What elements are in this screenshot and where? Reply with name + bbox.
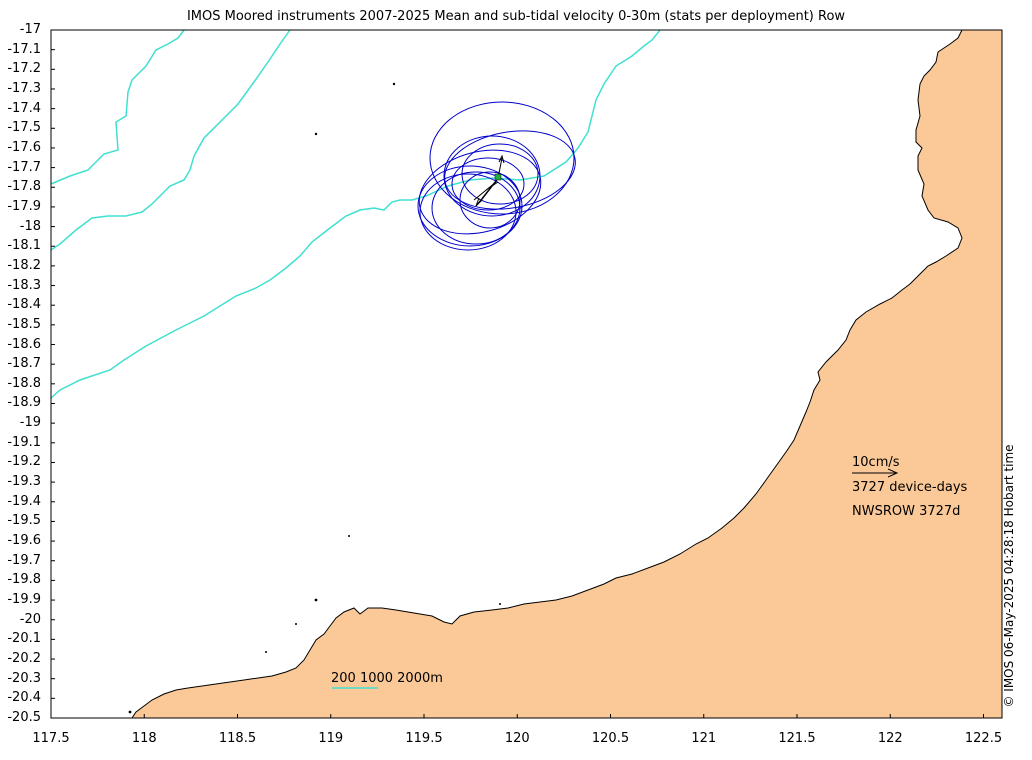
device-days-label: 3727 device-days xyxy=(852,480,968,495)
y-tick-label: -18.5 xyxy=(7,316,41,332)
y-tick-label: -20.1 xyxy=(7,631,41,647)
x-tick-label: 121 xyxy=(691,731,717,746)
y-tick-label: -19.4 xyxy=(7,493,41,509)
x-tick-label: 117.5 xyxy=(32,731,70,746)
y-tick-label: -19.7 xyxy=(7,552,41,568)
y-tick-label: -17.6 xyxy=(7,139,41,155)
y-tick-label: -20 xyxy=(19,611,41,627)
y-tick-label: -17.1 xyxy=(7,41,41,57)
y-tick-label: -18.9 xyxy=(7,395,41,411)
y-ticks xyxy=(51,29,55,719)
y-tick-label: -18.1 xyxy=(7,238,41,254)
isobath-1000m xyxy=(50,29,291,251)
mooring-marker xyxy=(494,173,502,181)
islands xyxy=(128,82,501,714)
ellipse xyxy=(444,130,576,210)
isobaths xyxy=(50,29,661,399)
velocity-ellipses xyxy=(417,101,576,251)
y-tick-label: -19.1 xyxy=(7,434,41,450)
x-tick-label: 120 xyxy=(504,731,530,746)
x-tick-label: 118 xyxy=(131,731,157,746)
y-tick-label: -19 xyxy=(19,415,41,431)
ellipse xyxy=(451,157,525,211)
y-tick-label: -20.2 xyxy=(7,651,41,667)
credit-text: © IMOS 06-May-2025 04:28:18 Hobart time xyxy=(1002,444,1016,708)
isobath-legend-label: 200 1000 2000m xyxy=(331,671,443,686)
y-tick-label: -17.9 xyxy=(7,198,41,214)
y-tick-label: -20.3 xyxy=(7,670,41,686)
y-tick-label: -18.8 xyxy=(7,375,41,391)
land-mass xyxy=(131,29,1003,719)
y-tick-label: -18.7 xyxy=(7,356,41,372)
y-tick-label: -19.6 xyxy=(7,533,41,549)
y-tick-label: -19.5 xyxy=(7,513,41,529)
scale-arrow-head xyxy=(887,468,899,478)
y-tick-label: -19.3 xyxy=(7,474,41,490)
y-tick-label: -18 xyxy=(19,218,41,234)
x-tick-label: 120.5 xyxy=(591,731,630,746)
chart-title: IMOS Moored instruments 2007-2025 Mean a… xyxy=(186,9,846,24)
scale-label: 10cm/s xyxy=(852,455,900,470)
y-tick-label: -19.2 xyxy=(7,454,41,470)
station-label: NWSROW 3727d xyxy=(852,504,961,519)
velocity-arrows xyxy=(473,154,505,207)
isobath-200m xyxy=(50,29,185,185)
isobath-2000m xyxy=(50,29,661,399)
x-tick-label: 119.5 xyxy=(405,731,443,746)
y-tick-label: -17.5 xyxy=(7,120,41,136)
y-tick-label: -17.3 xyxy=(7,80,41,96)
ellipse xyxy=(417,165,523,247)
y-tick-label: -20.4 xyxy=(7,690,41,706)
y-tick-label: -17.4 xyxy=(7,100,41,116)
y-tick-label: -17.8 xyxy=(7,179,41,195)
x-tick-label: 118.5 xyxy=(218,731,257,746)
y-tick-label: -19.8 xyxy=(7,572,41,588)
y-tick-label: -18.2 xyxy=(7,257,41,273)
y-tick-label: -20.5 xyxy=(7,710,41,725)
plot-frame xyxy=(50,29,1003,719)
x-ticks xyxy=(50,714,984,718)
ellipse xyxy=(419,173,517,251)
y-tick-label: -18.3 xyxy=(7,277,41,293)
ellipse xyxy=(429,101,575,215)
y-tick-label: -17.7 xyxy=(7,159,41,175)
y-tick-label: -18.6 xyxy=(7,336,41,352)
y-tick-label: -17.2 xyxy=(7,61,41,77)
y-tick-label: -19.9 xyxy=(7,592,41,608)
ellipse xyxy=(431,171,521,245)
x-tick-label: 122 xyxy=(877,731,903,746)
x-tick-label: 122.5 xyxy=(964,731,1003,746)
ellipse xyxy=(461,143,539,205)
x-tick-label: 121.5 xyxy=(778,731,816,746)
y-tick-label: -17 xyxy=(19,22,41,37)
x-tick-label: 119 xyxy=(318,731,344,746)
y-tick-label: -18.4 xyxy=(7,297,41,313)
